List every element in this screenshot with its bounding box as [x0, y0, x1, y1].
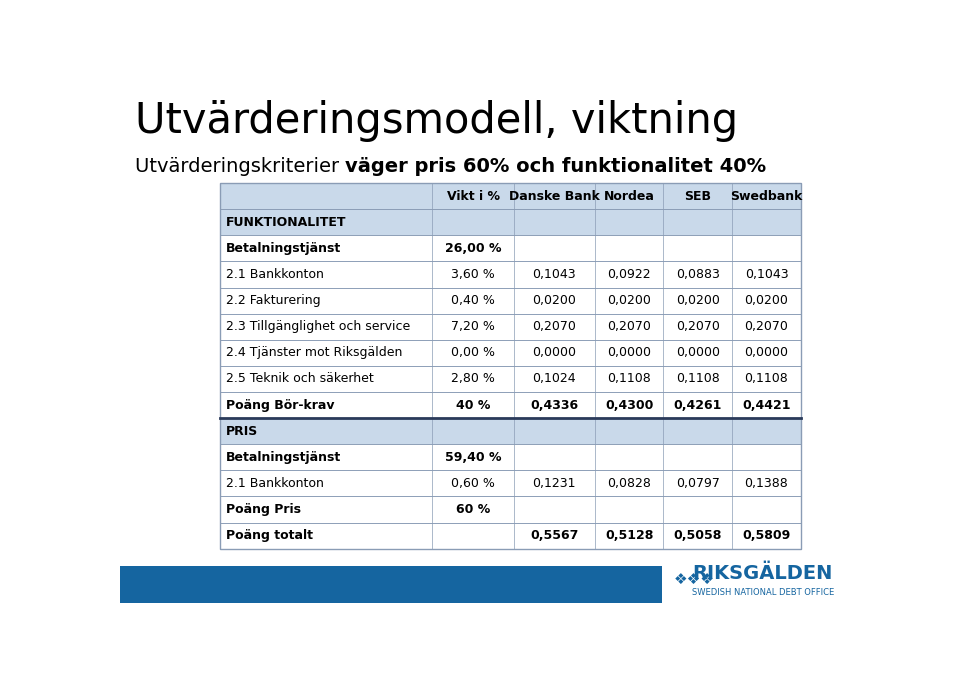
Bar — [221, 183, 801, 210]
Text: 0,1043: 0,1043 — [532, 268, 576, 281]
Text: 0,0200: 0,0200 — [532, 294, 576, 307]
Text: 0,1043: 0,1043 — [745, 268, 788, 281]
Text: Poäng Pris: Poäng Pris — [226, 503, 301, 516]
Bar — [221, 496, 801, 523]
Text: Poäng Bör-krav: Poäng Bör-krav — [226, 399, 335, 412]
Text: 0,0200: 0,0200 — [607, 294, 651, 307]
Text: 0,0000: 0,0000 — [744, 346, 788, 359]
Text: 0,1108: 0,1108 — [744, 372, 788, 385]
Bar — [221, 418, 801, 444]
Text: 0,2070: 0,2070 — [532, 320, 576, 333]
Text: Betalningstjänst: Betalningstjänst — [226, 451, 341, 464]
Bar — [221, 366, 801, 392]
Bar — [221, 235, 801, 262]
Text: 2.5 Teknik och säkerhet: 2.5 Teknik och säkerhet — [226, 372, 374, 385]
Text: 0,1388: 0,1388 — [744, 477, 788, 490]
Bar — [221, 314, 801, 340]
Text: RIKSGÄLDEN: RIKSGÄLDEN — [692, 563, 832, 582]
Text: FUNKTIONALITET: FUNKTIONALITET — [226, 216, 346, 228]
Text: 7,20 %: 7,20 % — [451, 320, 495, 333]
Text: Utvärderingskriterier: Utvärderingskriterier — [134, 157, 345, 176]
Text: 0,1024: 0,1024 — [532, 372, 576, 385]
Bar — [221, 340, 801, 366]
Text: 2.4 Tjänster mot Riksgälden: 2.4 Tjänster mot Riksgälden — [226, 346, 403, 359]
Text: 59,40 %: 59,40 % — [445, 451, 502, 464]
Bar — [221, 444, 801, 471]
Bar — [221, 183, 801, 549]
Text: Swedbank: Swedbank — [731, 190, 803, 203]
Text: SWEDISH NATIONAL DEBT OFFICE: SWEDISH NATIONAL DEBT OFFICE — [692, 589, 834, 597]
Bar — [221, 392, 801, 418]
Text: 2.2 Fakturering: 2.2 Fakturering — [226, 294, 320, 307]
Bar — [221, 287, 801, 314]
Text: Danske Bank: Danske Bank — [509, 190, 599, 203]
Text: 0,0000: 0,0000 — [607, 346, 651, 359]
Text: 0,4300: 0,4300 — [605, 399, 653, 412]
Text: 0,0000: 0,0000 — [676, 346, 720, 359]
Text: 0,4261: 0,4261 — [673, 399, 722, 412]
Text: 0,4421: 0,4421 — [742, 399, 791, 412]
Bar — [120, 566, 663, 603]
Text: 2.3 Tillgänglighet och service: 2.3 Tillgänglighet och service — [226, 320, 410, 333]
Text: 40 %: 40 % — [456, 399, 490, 412]
Text: 0,2070: 0,2070 — [607, 320, 651, 333]
Text: 0,60 %: 0,60 % — [451, 477, 495, 490]
Text: 0,0828: 0,0828 — [607, 477, 651, 490]
Text: Vikt i %: Vikt i % — [447, 190, 500, 203]
Bar — [221, 471, 801, 496]
Text: PRIS: PRIS — [226, 424, 258, 437]
Text: 3,60 %: 3,60 % — [451, 268, 495, 281]
Bar — [221, 262, 801, 287]
Text: Betalningstjänst: Betalningstjänst — [226, 242, 341, 255]
Text: ❖❖❖: ❖❖❖ — [673, 572, 714, 587]
Text: 0,5809: 0,5809 — [742, 529, 790, 542]
Text: 0,5128: 0,5128 — [605, 529, 653, 542]
Text: 60 %: 60 % — [456, 503, 490, 516]
Text: 2,80 %: 2,80 % — [451, 372, 495, 385]
Text: 0,00 %: 0,00 % — [451, 346, 495, 359]
Text: 0,5058: 0,5058 — [673, 529, 722, 542]
Text: 2.1 Bankkonton: 2.1 Bankkonton — [226, 477, 324, 490]
Text: SEB: SEB — [685, 190, 712, 203]
Text: 0,0000: 0,0000 — [532, 346, 576, 359]
Text: 0,1108: 0,1108 — [607, 372, 651, 385]
Text: väger pris 60% och funktionalitet 40%: väger pris 60% och funktionalitet 40% — [345, 157, 766, 176]
Text: 0,0883: 0,0883 — [676, 268, 720, 281]
Text: 0,0200: 0,0200 — [744, 294, 788, 307]
Text: 0,2070: 0,2070 — [676, 320, 720, 333]
Text: 0,40 %: 0,40 % — [451, 294, 495, 307]
Text: 2.1 Bankkonton: 2.1 Bankkonton — [226, 268, 324, 281]
Text: 26,00 %: 26,00 % — [445, 242, 502, 255]
Text: Poäng totalt: Poäng totalt — [226, 529, 314, 542]
Text: Nordea: Nordea — [604, 190, 655, 203]
Text: 0,5567: 0,5567 — [530, 529, 578, 542]
Text: 0,0200: 0,0200 — [676, 294, 720, 307]
Text: 0,1108: 0,1108 — [676, 372, 719, 385]
Text: Utvärderingsmodell, viktning: Utvärderingsmodell, viktning — [134, 100, 737, 142]
Text: 0,0922: 0,0922 — [607, 268, 651, 281]
Bar — [221, 523, 801, 549]
Text: 0,0797: 0,0797 — [676, 477, 720, 490]
Text: 0,2070: 0,2070 — [744, 320, 788, 333]
Text: 0,1231: 0,1231 — [532, 477, 576, 490]
Text: 0,4336: 0,4336 — [530, 399, 578, 412]
Bar — [221, 210, 801, 235]
